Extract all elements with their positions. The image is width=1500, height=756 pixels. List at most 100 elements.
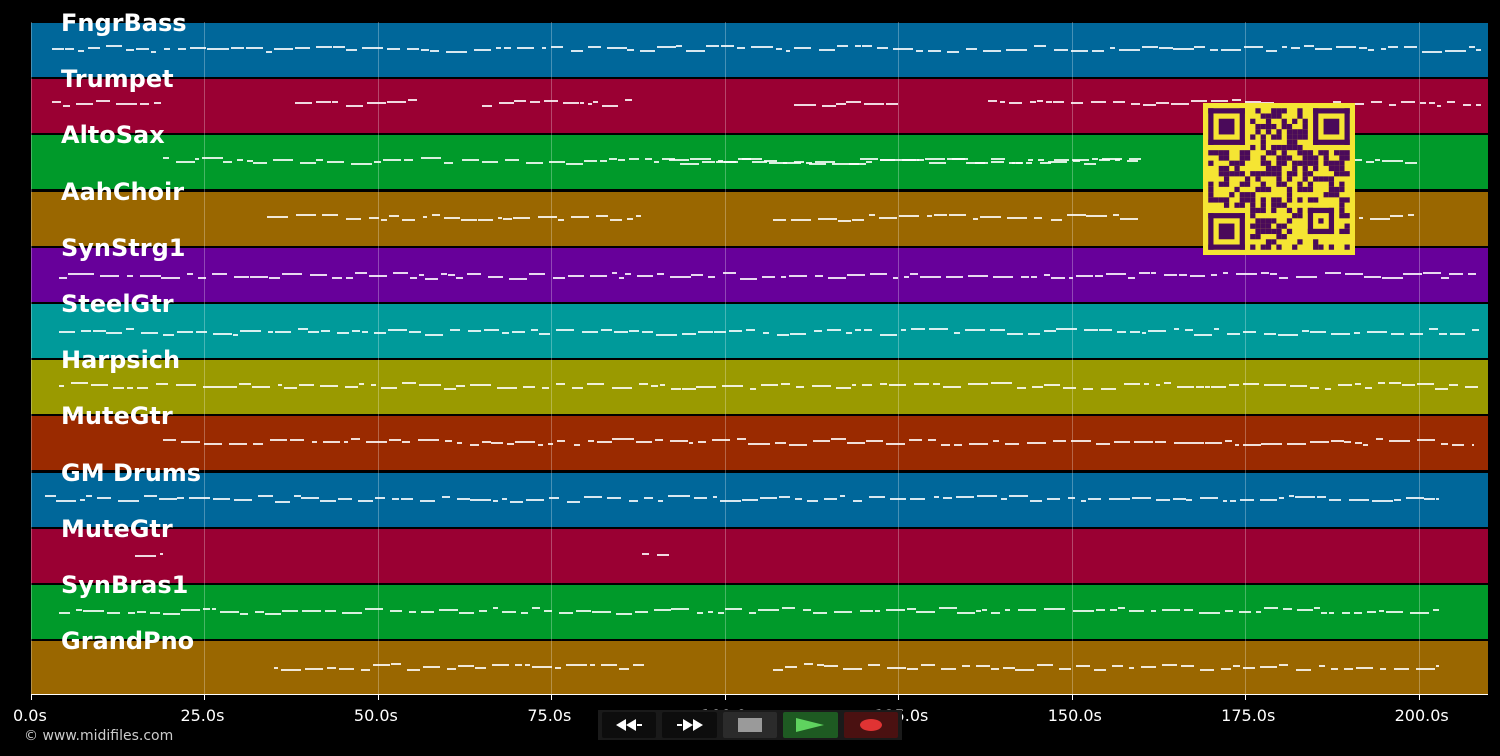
note [1313, 607, 1321, 610]
note [202, 385, 210, 388]
note [366, 440, 387, 443]
note [461, 158, 480, 161]
note [1177, 386, 1194, 389]
note [58, 330, 76, 333]
note [1309, 387, 1319, 390]
note [162, 157, 170, 160]
note [369, 216, 380, 219]
fast-forward-button[interactable] [662, 712, 717, 738]
note [868, 495, 886, 498]
track-name: Trumpet [61, 65, 174, 94]
note [1231, 99, 1241, 102]
note [1472, 443, 1475, 446]
note [1344, 441, 1351, 444]
note [698, 330, 713, 333]
note [790, 332, 807, 335]
note [1400, 101, 1416, 104]
note [1355, 667, 1373, 670]
rewind-button[interactable] [602, 712, 657, 738]
note [597, 440, 612, 443]
note [942, 385, 961, 388]
grid-line [31, 22, 32, 694]
note [548, 442, 554, 445]
track-notes [31, 79, 1488, 133]
note [1211, 99, 1229, 102]
note [1027, 332, 1041, 335]
note [542, 387, 549, 390]
note [1193, 333, 1212, 336]
note [1130, 330, 1140, 333]
note [503, 47, 512, 50]
note [907, 607, 917, 610]
note [991, 382, 1012, 385]
note [926, 214, 933, 217]
note [1183, 608, 1194, 611]
note [572, 386, 583, 389]
note [818, 48, 836, 51]
note [195, 330, 202, 333]
note [600, 328, 612, 331]
note [251, 385, 271, 388]
note [107, 612, 121, 615]
note [817, 664, 825, 667]
note [93, 329, 106, 332]
note [373, 331, 387, 334]
note [1295, 668, 1311, 671]
note [346, 277, 353, 280]
note [1263, 332, 1277, 335]
note [555, 667, 561, 670]
qr-code-image [1203, 103, 1355, 255]
note [785, 665, 798, 668]
note [1259, 498, 1277, 501]
stop-icon [738, 718, 763, 732]
note [431, 214, 441, 217]
note [1005, 443, 1019, 446]
note [669, 440, 688, 443]
note [1096, 609, 1105, 612]
note [632, 664, 644, 667]
note [653, 160, 660, 163]
record-button[interactable] [843, 712, 899, 738]
note [322, 213, 339, 216]
note [720, 499, 742, 502]
note [1441, 277, 1450, 280]
note [1402, 383, 1415, 386]
note [565, 163, 584, 166]
note [492, 663, 510, 666]
note [302, 609, 321, 612]
note [223, 160, 232, 163]
note [1476, 104, 1482, 107]
note [1043, 273, 1050, 276]
note [1261, 272, 1269, 275]
note [282, 272, 302, 275]
play-button[interactable] [783, 712, 838, 738]
note [854, 328, 862, 331]
note [933, 382, 941, 385]
track-notes [31, 304, 1488, 358]
note [324, 609, 337, 612]
note [1354, 612, 1362, 615]
note [154, 101, 161, 104]
note [785, 49, 791, 52]
note [1002, 666, 1015, 669]
note [773, 218, 786, 221]
note [557, 219, 564, 222]
stop-button[interactable] [722, 712, 778, 738]
note [1012, 161, 1022, 164]
track-name: SynBras1 [61, 571, 189, 599]
note [588, 45, 601, 48]
note [1033, 45, 1046, 48]
note [508, 277, 528, 280]
note [372, 664, 390, 667]
note [973, 217, 979, 220]
note [812, 439, 830, 442]
note [1330, 439, 1344, 442]
note [1382, 276, 1404, 279]
note [1096, 443, 1110, 446]
note [95, 99, 110, 102]
note [421, 611, 435, 614]
note [159, 553, 163, 556]
track-lane: GM Drums [31, 459, 1488, 527]
note [1094, 668, 1106, 671]
note [1375, 158, 1380, 161]
